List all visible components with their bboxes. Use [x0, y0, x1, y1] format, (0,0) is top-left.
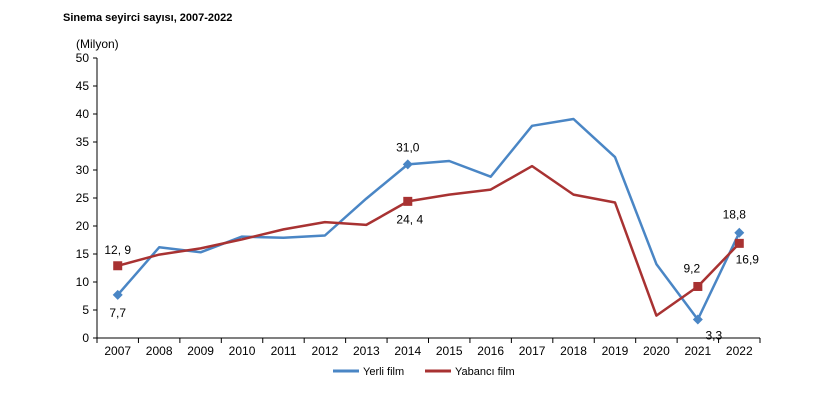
x-tick-label: 2022	[726, 344, 753, 358]
data-point-marker	[402, 159, 413, 170]
chart-title: Sinema seyirci sayısı, 2007-2022	[63, 12, 233, 24]
x-tick-label: 2018	[560, 344, 587, 358]
y-tick-label: 40	[76, 107, 90, 121]
x-tick-label: 2013	[353, 344, 380, 358]
x-tick-label: 2012	[312, 344, 339, 358]
y-tick-label: 35	[76, 135, 90, 149]
series-markers	[112, 159, 745, 325]
y-tick-label: 20	[76, 219, 90, 233]
data-label: 31,0	[396, 140, 420, 154]
y-unit-label: (Milyon)	[76, 37, 119, 51]
data-label: 18,8	[723, 208, 747, 222]
y-tick-label: 45	[76, 79, 90, 93]
data-label: 9,2	[684, 261, 701, 275]
x-tick-label: 2015	[436, 344, 463, 358]
data-point-marker	[734, 238, 744, 248]
data-point-marker	[403, 196, 413, 206]
x-tick-label: 2008	[146, 344, 173, 358]
data-label: 16,9	[736, 252, 760, 266]
data-point-marker	[692, 314, 703, 325]
x-tick-label: 2019	[602, 344, 629, 358]
data-point-marker	[734, 227, 745, 238]
x-tick-label: 2014	[394, 344, 421, 358]
y-tick-label: 50	[76, 51, 90, 65]
y-tick-label: 15	[76, 247, 90, 261]
x-tick-label: 2011	[271, 344, 297, 358]
data-label: 7,7	[109, 306, 126, 320]
x-tick-label: 2017	[519, 344, 546, 358]
y-tick-label: 25	[76, 191, 90, 205]
series-lines	[116, 117, 741, 321]
y-tick-label: 5	[82, 303, 89, 317]
data-point-marker	[693, 281, 703, 291]
x-tick-label: 2007	[104, 344, 131, 358]
data-label: 24, 4	[396, 212, 423, 226]
data-point-marker	[112, 289, 123, 300]
x-tick-label: 2021	[684, 344, 711, 358]
y-tick-label: 30	[76, 163, 90, 177]
x-tick-label: 2010	[229, 344, 256, 358]
data-label: 3,3	[706, 329, 723, 343]
data-label: 12, 9	[104, 243, 131, 257]
x-tick-label: 2016	[477, 344, 504, 358]
legend: Yerli film Yabancı film	[333, 366, 515, 378]
data-labels: 12, 9 7,7 31,0 24, 4 9,2 3,3 18,8 16,9	[104, 140, 759, 342]
data-point-marker	[113, 261, 123, 271]
legend-label-2: Yabancı film	[455, 366, 515, 378]
legend-label-1: Yerli film	[363, 366, 404, 378]
y-tick-label: 10	[76, 275, 90, 289]
x-tick-label: 2009	[187, 344, 214, 358]
axes: (Milyon) 0 5 10 15 20 25 30 35 40 45 50 2007 2008 2009…	[76, 37, 761, 358]
series-line-2	[117, 164, 741, 317]
y-tick-label: 0	[82, 331, 89, 345]
x-tick-label: 2020	[643, 344, 670, 358]
